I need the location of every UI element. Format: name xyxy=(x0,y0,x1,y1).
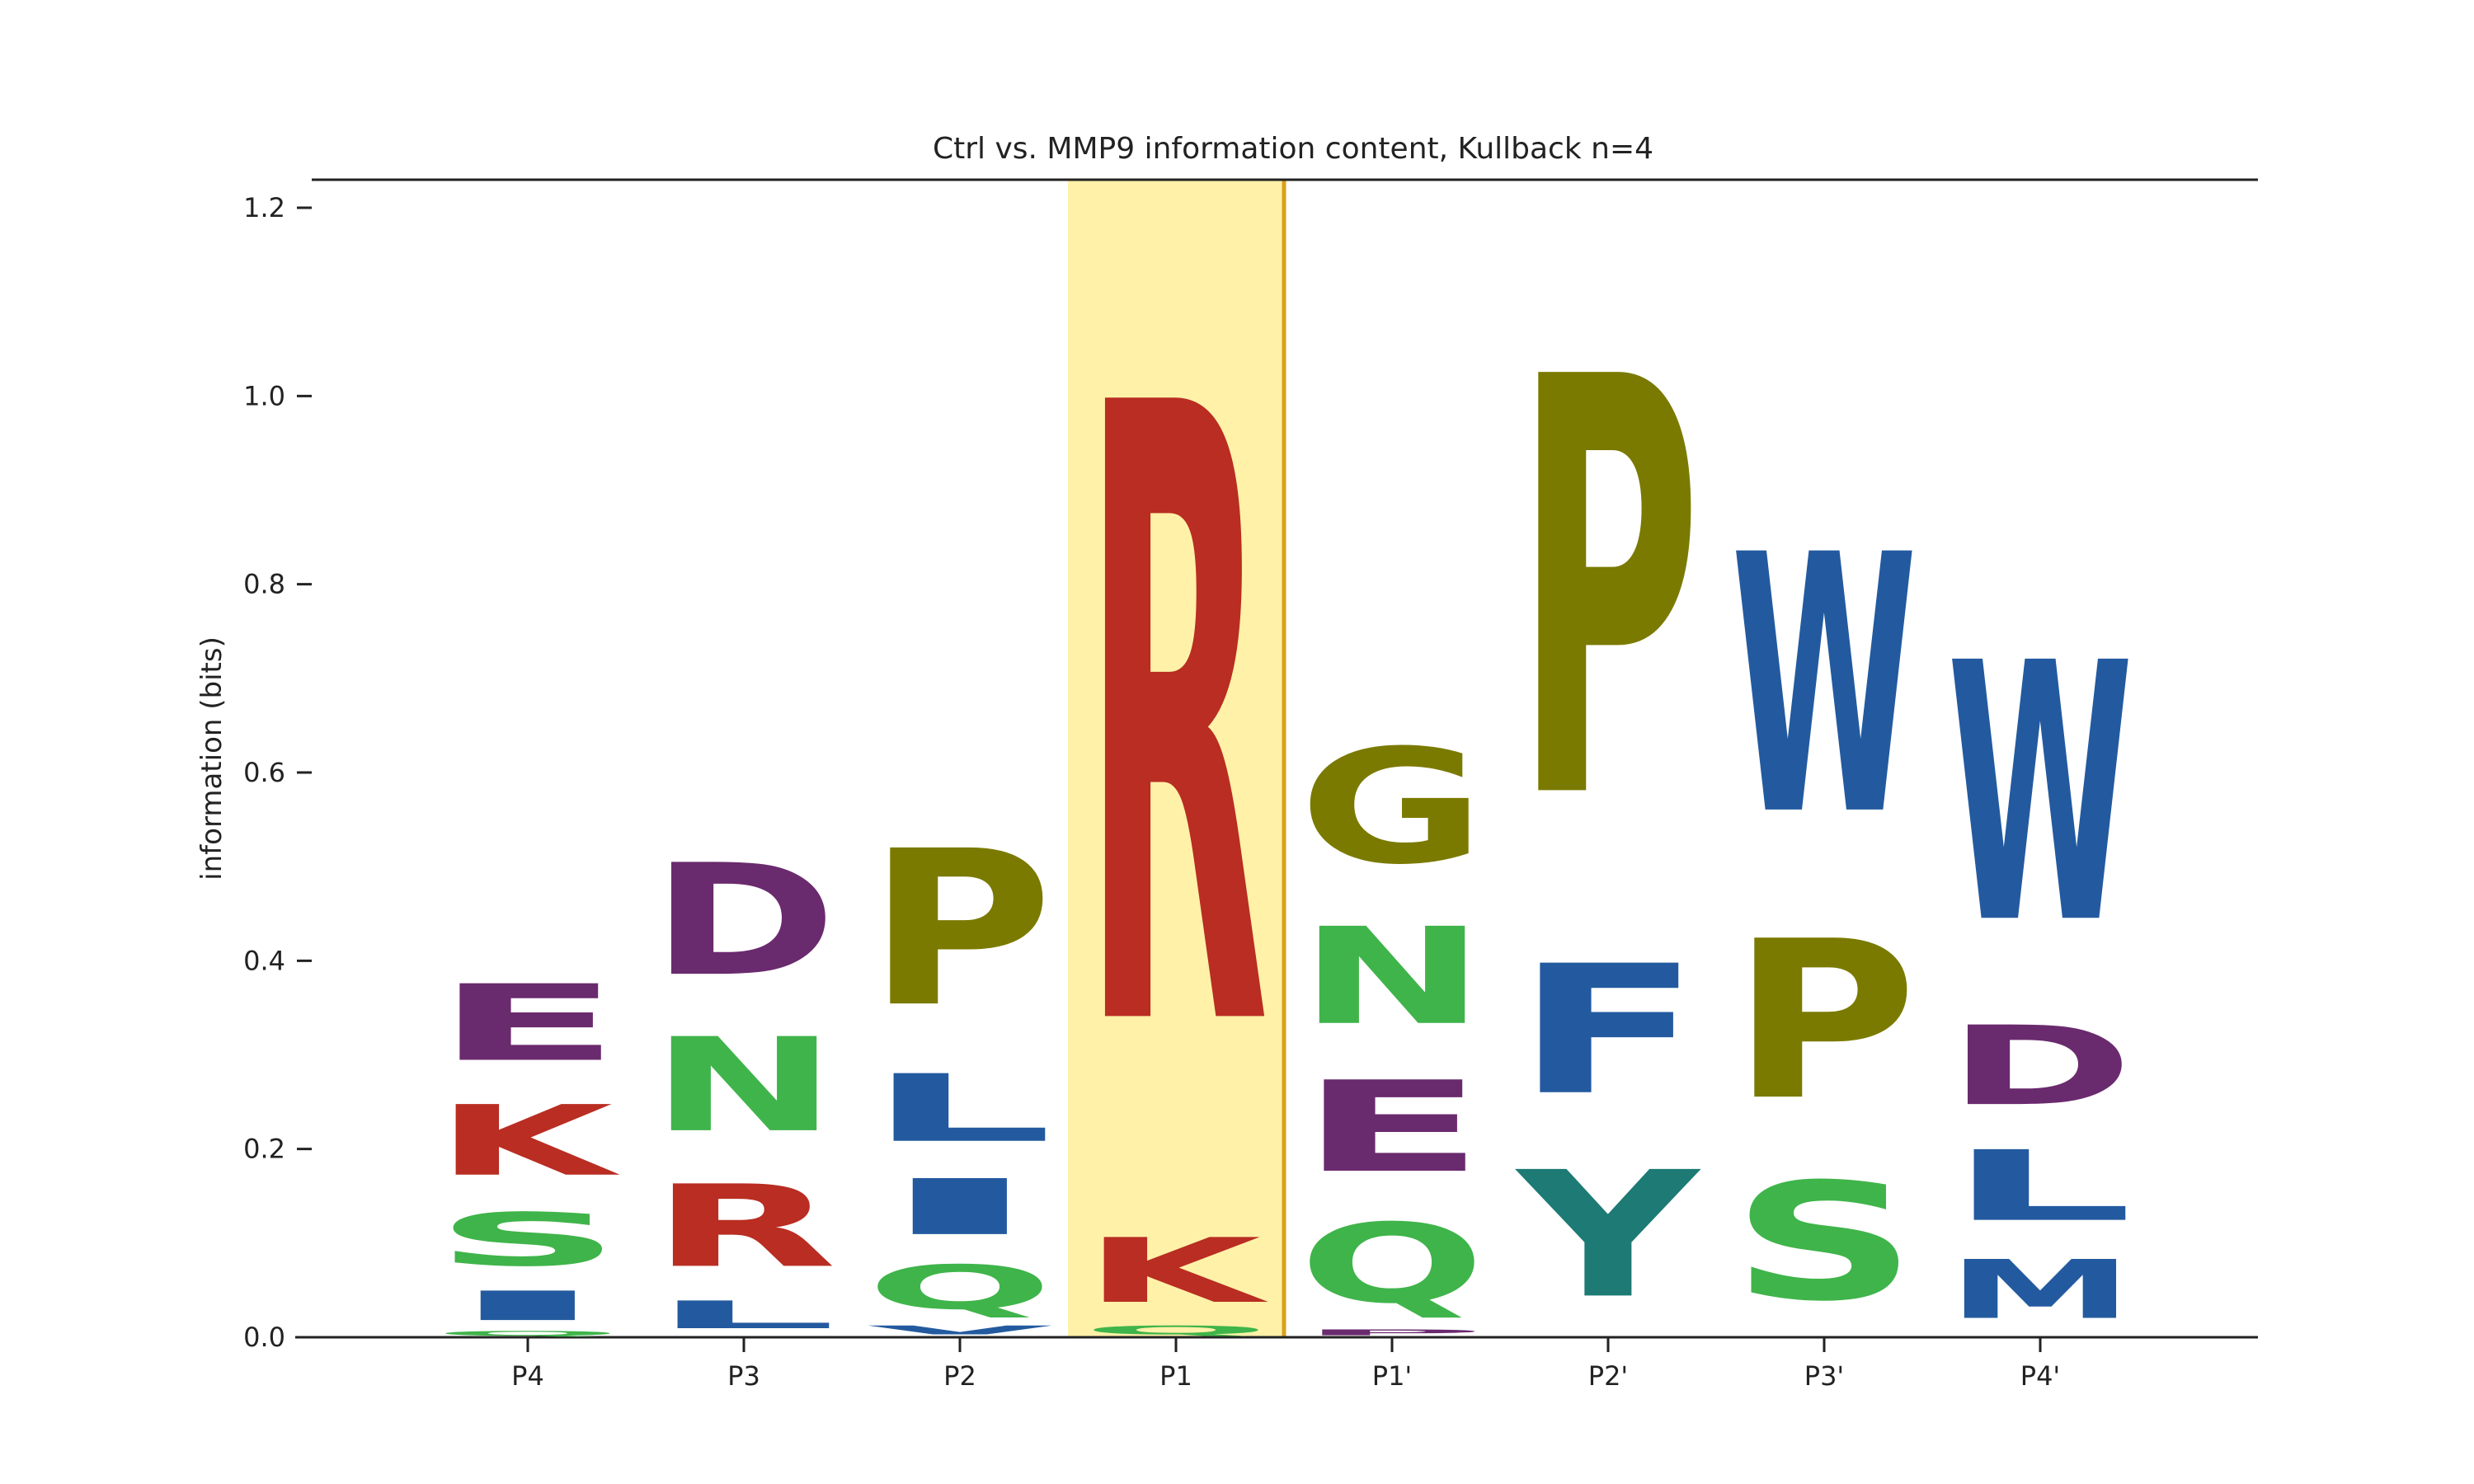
logo-letter-l: L xyxy=(1947,1130,2133,1243)
x-tick-label: P4 xyxy=(511,1360,544,1392)
chart-title: Ctrl vs. MMP9 information content, Kullb… xyxy=(933,132,1653,166)
y-axis-label: information (bits) xyxy=(195,636,228,881)
logo-letter-g: G xyxy=(1299,716,1485,899)
logo-letter-r: R xyxy=(1083,230,1269,1217)
logo-letter-w: W xyxy=(1947,588,2133,1002)
x-tick-label: P3 xyxy=(727,1360,760,1392)
x-tick-label: P1 xyxy=(1159,1360,1192,1392)
logo-letter-l: L xyxy=(867,1055,1053,1163)
logo-letter-y: Y xyxy=(1513,1134,1701,1336)
logo-letter-q: Q xyxy=(1083,1323,1269,1337)
logo-letter-q: Q xyxy=(1299,1200,1485,1327)
y-tick-label: 0.4 xyxy=(243,945,285,976)
y-tick-label: 0.2 xyxy=(243,1134,285,1165)
x-tick-label: P3' xyxy=(1804,1360,1844,1392)
y-tick-label: 0.6 xyxy=(243,757,285,788)
logo-letter-e: E xyxy=(435,963,621,1085)
logo-letter-w: W xyxy=(1731,480,1917,894)
logo-letter-f: F xyxy=(1515,928,1701,1134)
logo-letter-q: Q xyxy=(867,1252,1053,1323)
logo-letter-r: R xyxy=(651,1161,837,1293)
logo-letter-q: Q xyxy=(435,1330,621,1337)
axes-layer: 0.0 0.2 0.4 0.6 0.8 1.0 1.2 P4 P3 P2 P1 P1' P2' P3' P4… xyxy=(243,178,2258,1392)
logo-letter-l: L xyxy=(651,1293,837,1337)
logo-letter-i: I xyxy=(867,1163,1053,1252)
x-tick-label: P1' xyxy=(1372,1360,1412,1392)
logo-letter-k: K xyxy=(435,1085,620,1198)
logo-letter-k: K xyxy=(1083,1219,1269,1322)
logo-letter-e: E xyxy=(1299,1054,1485,1200)
y-tick-label: 1.2 xyxy=(243,192,285,223)
y-tick-label: 0.8 xyxy=(243,569,285,600)
highlight-layer xyxy=(1068,180,1286,1337)
logo-letter-n: N xyxy=(651,1011,837,1162)
logo-letter-n: N xyxy=(1299,899,1485,1054)
logo-letter-d: D xyxy=(1947,1003,2133,1130)
logo-letter-d: D xyxy=(651,833,837,1011)
logo-letter-p: P xyxy=(867,805,1053,1054)
logo-letter-p: P xyxy=(1299,1328,1485,1337)
logo-letter-v: V xyxy=(867,1323,1053,1337)
x-tick-label: P2' xyxy=(1588,1360,1628,1392)
logo-letter-p: P xyxy=(1731,894,1917,1148)
y-tick-label: 1.0 xyxy=(243,380,285,411)
highlight-band xyxy=(1068,180,1284,1337)
logo-letter-m: M xyxy=(1947,1243,2133,1337)
logo-letter-s: S xyxy=(1731,1148,1917,1337)
y-tick-label: 0.0 xyxy=(243,1322,285,1353)
logo-letter-p: P xyxy=(1515,257,1701,926)
logo-letter-s: S xyxy=(435,1198,621,1283)
logo-letter-i: I xyxy=(435,1283,621,1330)
x-tick-label: P2 xyxy=(943,1360,976,1392)
x-tick-label: P4' xyxy=(2020,1360,2060,1392)
